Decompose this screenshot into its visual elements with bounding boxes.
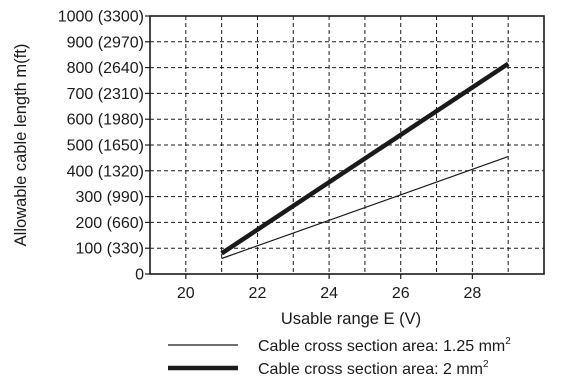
- legend-label-text: Cable cross section area: 2 mm: [258, 361, 483, 378]
- x-tick-label: 24: [320, 285, 338, 302]
- y-tick-label: 500 (1650): [67, 138, 144, 155]
- legend-label-2mm2: Cable cross section area: 2 mm2: [258, 359, 489, 378]
- legend-label-text: Cable cross section area: 1.25 mm: [258, 338, 505, 355]
- x-tick-label: 22: [249, 285, 267, 302]
- y-tick-label: 700 (2310): [67, 86, 144, 103]
- y-tick-label: 100 (330): [76, 241, 145, 258]
- y-axis-label: Allowable cable length m(ft): [12, 44, 30, 247]
- grid-lines: [150, 16, 544, 274]
- y-tick-label: 0: [135, 267, 144, 284]
- y-tick-label: 200 (660): [76, 215, 145, 232]
- y-tick-label: 1000 (3300): [58, 9, 144, 26]
- y-tick-label: 900 (2970): [67, 34, 144, 51]
- y-tick-label: 400 (1320): [67, 163, 144, 180]
- x-tick-labels: 20 22 24 26 28: [177, 274, 481, 302]
- x-tick-label: 26: [392, 285, 410, 302]
- legend-label-superscript: 2: [483, 359, 489, 370]
- y-tick-label: 600 (1980): [67, 112, 144, 129]
- x-axis-label: Usable range E (V): [281, 310, 421, 328]
- series-line-1-25mm2: [221, 156, 509, 260]
- x-tick-label: 20: [177, 285, 195, 302]
- y-tick-label: 300 (990): [76, 189, 145, 206]
- x-tick-label: 28: [463, 285, 481, 302]
- legend-label-1-25mm2: Cable cross section area: 1.25 mm2: [258, 336, 511, 355]
- legend-label-superscript: 2: [505, 336, 511, 347]
- legend: Cable cross section area: 1.25 mm2 Cable…: [168, 336, 511, 378]
- y-tick-labels: 0 100 (330) 200 (660) 300 (990) 400 (1320) 50…: [58, 9, 150, 284]
- y-tick-label: 800 (2640): [67, 60, 144, 77]
- series-lines: [220, 61, 510, 260]
- plot-frame: [149, 15, 545, 275]
- series-line-2mm2: [220, 61, 510, 256]
